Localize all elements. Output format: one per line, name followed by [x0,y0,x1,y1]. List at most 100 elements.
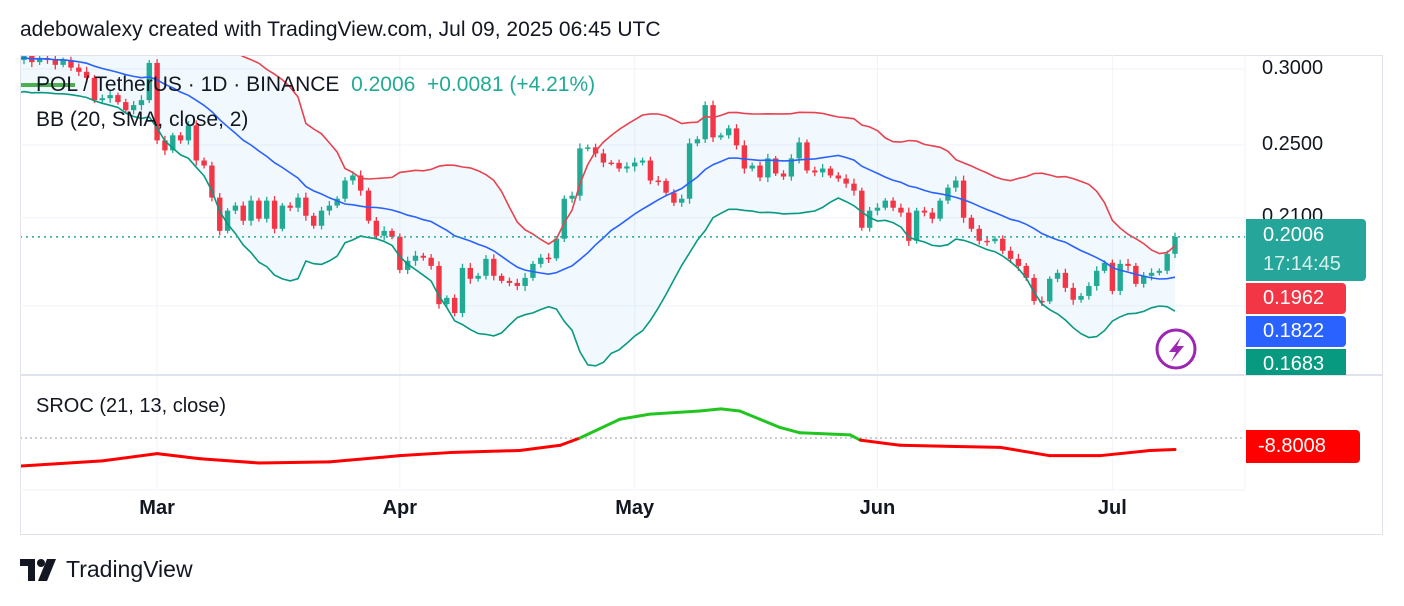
candle [890,197,896,212]
candle-body [600,153,607,163]
candle [107,90,113,103]
candle-body [1039,300,1045,303]
candle [1172,232,1178,258]
candle-body [874,207,881,211]
candle [1062,268,1069,293]
candle-body [1156,270,1163,273]
candle-body [76,67,82,72]
tradingview-footer[interactable]: TradingView [20,556,193,583]
candle [115,92,121,105]
candle [130,100,137,115]
candle [757,161,763,182]
candle-body [240,205,246,221]
sroc-legend[interactable]: SROC (21, 13, close) [36,395,227,417]
candle-body [545,257,552,260]
candle-body [248,200,254,221]
candle [655,175,661,186]
candle-body [506,280,513,283]
sroc-segment [257,460,331,465]
candle-body [921,210,928,213]
candle [279,203,286,232]
candle [154,59,160,145]
candle [577,143,583,201]
candle [561,195,567,243]
bb-upper-tag: 0.1962 [1246,283,1346,314]
candle-body [608,162,614,165]
candle [819,163,826,178]
sroc-segment [558,436,582,447]
candle-body [1062,272,1069,288]
candle [1164,250,1170,275]
candle [882,198,888,211]
candle [765,153,771,183]
candle-body [256,200,262,219]
candle [1031,274,1037,305]
candle [303,192,309,221]
candle [506,277,513,287]
candle [522,272,528,292]
symbol-legend[interactable]: POL / TetherUS · 1D · BINANCE 0.2006 +0.… [36,73,595,97]
candle [780,170,787,180]
candle-body [835,175,842,179]
candle [397,233,403,274]
candle [749,162,755,172]
candle-body [451,297,458,314]
candle-body [311,215,317,226]
candle-body [577,148,583,196]
candle-body [287,205,293,208]
bb-legend[interactable]: BB (20, SMA, close, 2) [36,108,249,131]
price-tick: 0.2500 [1262,133,1324,155]
sroc-segment [738,409,782,430]
last-price: 0.2006 [351,73,416,96]
candle [624,162,630,173]
lightning-icon[interactable] [1155,328,1197,370]
candle-body [702,105,708,140]
candle-body [1023,265,1029,278]
candle [342,177,348,203]
candle-body [83,71,90,78]
sroc-segment [948,444,1002,449]
bb-lower-tag: 0.1683 [1246,349,1346,375]
candle [843,174,849,188]
candle-body [819,168,826,173]
time-tick: Apr [382,497,418,519]
sroc-segment [398,451,452,458]
candle-body [365,190,372,221]
candle-body [639,160,646,163]
candle-body [1031,277,1037,301]
candle [827,166,834,178]
candle [1117,259,1123,296]
candle-body [804,142,810,171]
tradingview-logo [20,558,56,581]
candle-body [123,102,129,111]
candle-body [404,260,411,270]
candle-body [1148,272,1155,276]
candle-body [937,200,943,219]
candle [812,166,818,177]
candle-body [389,230,395,237]
candle-body [170,135,176,151]
candle-body [788,158,795,177]
candle [217,193,223,236]
candle [1070,282,1076,305]
candle-body [68,60,74,68]
price-tick: 0.3000 [1262,57,1324,79]
candle-body [843,178,849,184]
candle-body [271,200,278,229]
candle-body [561,198,567,239]
candle-body [976,228,982,241]
sroc-segment [21,459,104,468]
candle-body [1109,262,1116,291]
candle-body [655,180,661,183]
candle-body [201,160,207,166]
sroc-segment [618,412,652,421]
candle-body [107,95,113,99]
candle-body [827,168,834,176]
candle [945,184,951,204]
candle-body [483,258,489,276]
candle [694,136,701,147]
candle-body [428,257,434,266]
sroc-segment [998,445,1052,458]
candle-body [232,205,239,211]
